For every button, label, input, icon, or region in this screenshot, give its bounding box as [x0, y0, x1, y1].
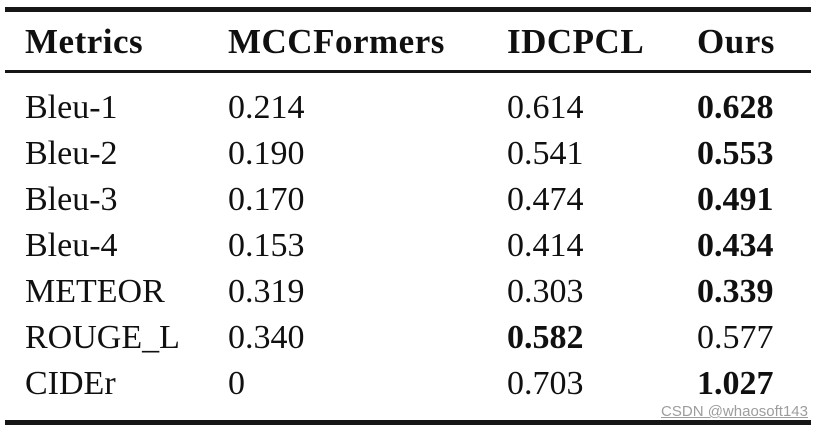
value-cell: 0: [228, 365, 245, 402]
metric-name-cell: Bleu-2: [25, 135, 118, 172]
column-header-metrics: Metrics: [5, 9, 208, 73]
value-cell: 0.414: [507, 227, 584, 264]
table-row: ROUGE_L 0.340 0.582 0.577: [5, 315, 811, 361]
value-cell: 0.628: [697, 89, 774, 126]
value-cell: 0.434: [697, 227, 774, 264]
metrics-results-table: Metrics MCCFormers IDCPCL Ours Bleu-1 0.…: [5, 7, 811, 425]
metric-name-cell: Bleu-3: [25, 181, 118, 218]
value-cell: 0.319: [228, 273, 305, 310]
value-cell: 0.553: [697, 135, 774, 172]
table-row: CIDEr 0 0.703 1.027: [5, 361, 811, 423]
value-cell: 0.153: [228, 227, 305, 264]
table-row: Bleu-4 0.153 0.414 0.434: [5, 223, 811, 269]
value-cell: 0.582: [507, 319, 584, 356]
table-row: Bleu-1 0.214 0.614 0.628: [5, 72, 811, 132]
metric-name-cell: CIDEr: [25, 365, 116, 402]
metric-name-cell: METEOR: [25, 273, 165, 310]
value-cell: 0.614: [507, 89, 584, 126]
table-row: Bleu-3 0.170 0.474 0.491: [5, 177, 811, 223]
value-cell: 0.170: [228, 181, 305, 218]
value-cell: 0.577: [697, 319, 774, 356]
value-cell: 0.303: [507, 273, 584, 310]
metric-name-cell: Bleu-1: [25, 89, 118, 126]
value-cell: 0.541: [507, 135, 584, 172]
value-cell: 0.474: [507, 181, 584, 218]
value-cell: 0.190: [228, 135, 305, 172]
metric-name-cell: ROUGE_L: [25, 319, 180, 356]
value-cell: 0.339: [697, 273, 774, 310]
column-header-mccformers: MCCFormers: [208, 9, 487, 73]
value-cell: 0.491: [697, 181, 774, 218]
value-cell: 0.703: [507, 365, 584, 402]
csdn-watermark: CSDN @whaosoft143: [661, 403, 808, 420]
metric-name-cell: Bleu-4: [25, 227, 118, 264]
value-cell: 0.214: [228, 89, 305, 126]
table-row: METEOR 0.319 0.303 0.339: [5, 269, 811, 315]
value-cell: 0.340: [228, 319, 305, 356]
column-header-ours: Ours: [677, 9, 811, 73]
table-row: Bleu-2 0.190 0.541 0.553: [5, 131, 811, 177]
header-row: Metrics MCCFormers IDCPCL Ours: [5, 9, 811, 73]
value-cell: 1.027: [697, 365, 774, 402]
column-header-idcpcl: IDCPCL: [487, 9, 677, 73]
